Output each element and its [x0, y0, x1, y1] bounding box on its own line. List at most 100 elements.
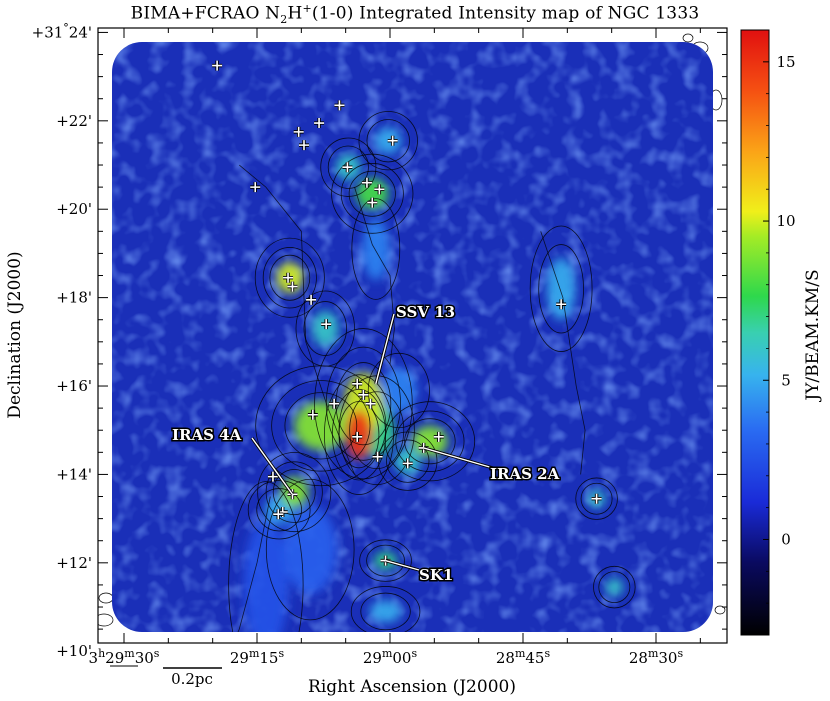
tick-text: +18' — [56, 289, 92, 307]
source-marker — [287, 489, 298, 500]
annotation-label: SSV 13 — [396, 303, 455, 321]
annotation-label: IRAS 2A — [490, 465, 560, 483]
tick-value: 45 — [525, 649, 544, 667]
annotation-label: IRAS 4A — [172, 426, 242, 444]
tick-text: ° — [63, 21, 69, 34]
tick-unit: h — [98, 647, 105, 660]
contour-line — [575, 477, 618, 520]
contour-line — [529, 225, 593, 352]
filament-contour — [540, 231, 586, 475]
contour-line — [386, 439, 430, 483]
y-tick-label: +31°24' — [32, 21, 92, 42]
scale-bar-label: 0.2pc — [171, 670, 213, 688]
tick-text: +14' — [56, 465, 92, 483]
x-tick-label: 29m15s — [230, 647, 285, 668]
axis-ticks — [98, 28, 727, 643]
annotation-iras-4a: IRAS 4A — [171, 425, 294, 496]
y-tick-label: +14' — [56, 465, 92, 483]
source-marker — [250, 182, 261, 193]
filament-contour — [239, 164, 355, 475]
colorbar-tick-label: 0 — [781, 530, 791, 548]
y-tick-label: +18' — [56, 289, 92, 307]
colorbar-tick-label: 10 — [776, 212, 795, 230]
contour-line — [404, 418, 456, 465]
colorbar-tick-label: 15 — [776, 53, 795, 71]
tick-value: 29 — [363, 649, 382, 667]
colorbar-gradient — [740, 29, 770, 636]
source-marker — [298, 140, 309, 151]
contour-line — [350, 586, 421, 632]
contour-line — [351, 198, 401, 300]
contour-line — [598, 571, 631, 604]
contour-line — [314, 328, 413, 480]
source-marker — [402, 458, 413, 469]
tick-unit: s — [154, 647, 160, 660]
source-marker — [591, 493, 602, 504]
tick-text: +20' — [56, 200, 92, 218]
scale-bar: 0.2pc — [163, 667, 222, 688]
tick-unit: m — [515, 647, 526, 660]
filament-contour — [354, 187, 395, 364]
x-tick-labels: 3h29m30s 29m15s 29m00s 28m45s 28m30s — [89, 647, 684, 668]
tick-text: +22' — [56, 112, 92, 130]
source-marker — [342, 162, 353, 173]
contour-line — [384, 401, 476, 482]
contour-line — [262, 247, 317, 309]
y-tick-labels: +31°24' +22' +20' +18' +16' +14' +12' +10' — [32, 21, 92, 660]
annotation-sk1: SK1 — [385, 559, 455, 586]
tick-text: 24' — [69, 23, 92, 41]
source-marker — [307, 409, 318, 420]
map-noise-texture — [112, 42, 713, 632]
title-sub-2: 2 — [280, 13, 288, 27]
tick-unit: m — [124, 647, 135, 660]
y-tick-label: +20' — [56, 200, 92, 218]
tick-value: 29 — [105, 649, 124, 667]
source-annotations: SSV 13 IRAS 2A IRAS 4A SK1 — [171, 302, 562, 586]
source-marker — [212, 60, 223, 71]
source-marker — [352, 431, 363, 442]
contour-line — [271, 380, 371, 472]
y-tick-label: +16' — [56, 377, 92, 395]
contour-line — [323, 374, 394, 495]
tick-value: 28 — [629, 649, 648, 667]
chart-title: BIMA+FCRAO N2H+(1-0) Integrated Intensit… — [0, 2, 830, 26]
emission-peak — [605, 578, 624, 596]
emission-peak — [546, 257, 576, 320]
source-marker — [387, 135, 398, 146]
contour-line — [272, 469, 316, 516]
annotation-label: SK1 — [419, 566, 453, 584]
emission-peak — [243, 518, 289, 632]
source-marker — [374, 184, 385, 195]
tick-unit: s — [278, 647, 284, 660]
contour-line — [395, 410, 465, 472]
contour-line — [367, 352, 430, 428]
tick-unit: m — [382, 647, 393, 660]
contour-line — [247, 480, 311, 540]
contour-line — [98, 613, 114, 627]
source-marker — [358, 389, 369, 400]
contour-line — [360, 592, 411, 631]
y-axis-label: Declination (J2000) — [5, 251, 25, 418]
tick-value: 29 — [230, 649, 249, 667]
source-marker — [365, 398, 376, 409]
source-marker — [287, 281, 298, 292]
source-markers — [212, 60, 602, 566]
y-tick-label: +12' — [56, 554, 92, 572]
source-marker — [273, 509, 284, 520]
tick-text: +12' — [56, 554, 92, 572]
contour-line — [714, 605, 726, 615]
source-marker — [334, 100, 345, 111]
contour-line — [349, 391, 405, 470]
contour-line — [228, 481, 304, 632]
tick-text: +31 — [32, 23, 64, 41]
title-sup-plus: + — [302, 2, 312, 15]
source-marker — [367, 197, 378, 208]
source-marker — [314, 118, 325, 129]
tick-value: 30 — [658, 649, 677, 667]
x-tick-label: 28m30s — [629, 647, 684, 668]
tick-value: 15 — [259, 649, 278, 667]
emission-peak — [283, 505, 337, 594]
tick-text: +10' — [56, 642, 92, 660]
tick-unit: m — [648, 647, 659, 660]
